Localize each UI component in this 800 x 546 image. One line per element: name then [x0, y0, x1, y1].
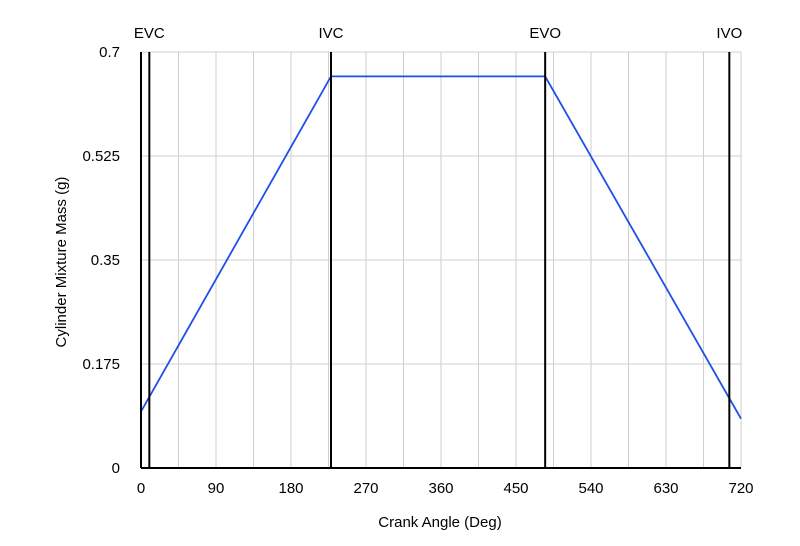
x-tick-label: 270 [353, 480, 378, 497]
y-axis-title: Cylinder Mixture Mass (g) [53, 177, 70, 348]
y-tick-label: 0.7 [99, 44, 120, 61]
axes [140, 52, 741, 469]
y-tick-label: 0 [112, 460, 120, 477]
x-axis-title: Crank Angle (Deg) [378, 514, 501, 531]
event-marker-label: EVC [134, 25, 165, 42]
y-tick-label: 0.525 [82, 148, 120, 165]
x-tick-label: 630 [653, 480, 678, 497]
x-tick-label: 450 [503, 480, 528, 497]
x-tick-label: 720 [728, 480, 753, 497]
series-line [140, 75, 742, 420]
x-tick-label: 540 [578, 480, 603, 497]
x-tick-label: 360 [428, 480, 453, 497]
y-tick-label: 0.175 [82, 356, 120, 373]
y-tick-label: 0.35 [91, 252, 120, 269]
x-tick-label: 180 [278, 480, 303, 497]
series-layer [140, 75, 742, 420]
event-marker-label: IVO [716, 25, 742, 42]
x-tick-label: 90 [208, 480, 225, 497]
event-markers: EVC IVC EVO IVO [134, 25, 742, 468]
event-marker-label: EVO [529, 25, 561, 42]
event-marker-label: IVC [318, 25, 343, 42]
tick-labels: 0 90 180 270 360 450 540 630 720 0 0.175 0.35 0.525 0… [82, 44, 753, 497]
x-tick-label: 0 [137, 480, 145, 497]
